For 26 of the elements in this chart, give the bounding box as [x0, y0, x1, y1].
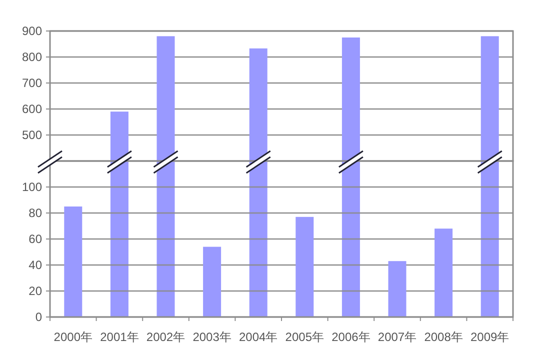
x-tick-label: 2006年 [332, 330, 370, 344]
x-tick-label: 2008年 [424, 330, 463, 344]
y-tick-label: 900 [22, 24, 42, 38]
y-tick-label: 0 [35, 310, 42, 324]
y-tick-label: 100 [22, 180, 42, 194]
y-tick-label: 80 [28, 206, 42, 220]
y-tick-label: 40 [28, 258, 42, 272]
y-tick-label: 60 [28, 232, 42, 246]
y-tick-label: 700 [22, 76, 42, 90]
y-tick-label: 600 [22, 102, 42, 116]
x-tick-label: 2003年 [192, 330, 232, 344]
bar [434, 228, 453, 317]
x-tick-label: 2001年 [100, 330, 139, 344]
y-tick-label: 20 [28, 284, 42, 298]
x-tick-label: 2007年 [378, 330, 417, 344]
x-tick-label: 2009年 [470, 330, 510, 344]
x-tick-label: 2000年 [54, 330, 92, 344]
y-tick-label: 800 [22, 50, 42, 64]
bar [296, 216, 314, 317]
bar [64, 206, 82, 317]
y-tick-label: 500 [22, 128, 42, 142]
x-tick-label: 2002年 [146, 330, 186, 344]
x-tick-label: 2005年 [285, 330, 324, 344]
bar [388, 261, 406, 317]
bar [203, 246, 222, 317]
x-tick-label: 2004年 [239, 330, 278, 344]
